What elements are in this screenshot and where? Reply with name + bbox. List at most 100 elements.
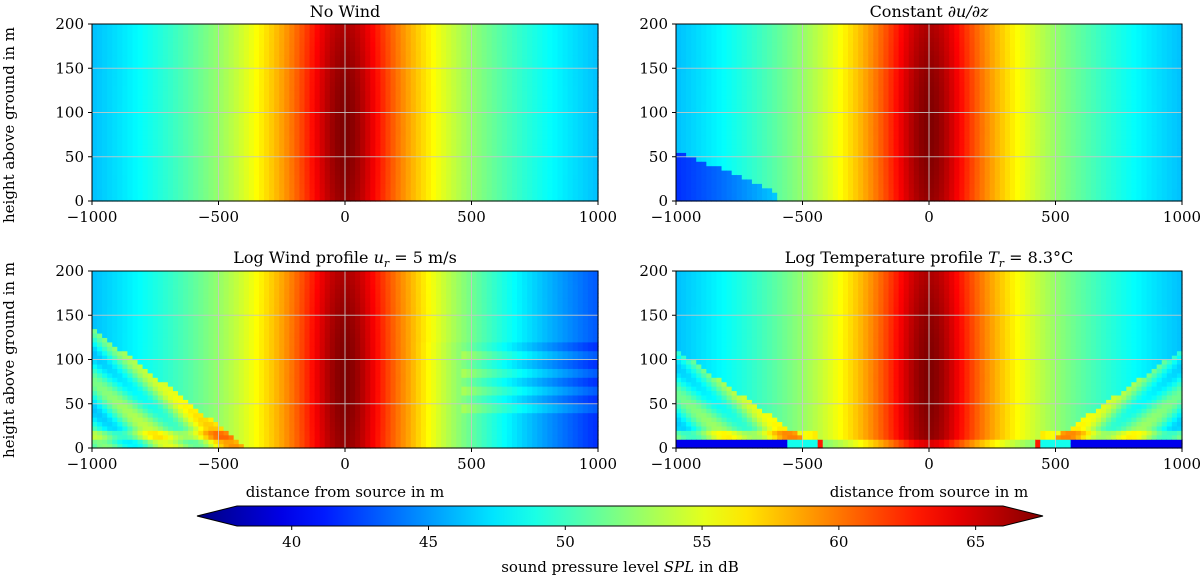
heatmap-cell bbox=[253, 161, 260, 167]
heatmap-cell bbox=[496, 165, 503, 171]
heatmap-cell bbox=[198, 63, 204, 69]
xtick-label: −1000 bbox=[67, 208, 118, 226]
heatmap-cell bbox=[451, 196, 457, 202]
heatmap-cell bbox=[405, 116, 412, 122]
heatmap-cell bbox=[112, 77, 118, 83]
heatmap-cell bbox=[711, 192, 718, 198]
heatmap-cell bbox=[696, 174, 702, 180]
heatmap-cell bbox=[188, 28, 194, 34]
heatmap-cell bbox=[491, 116, 498, 122]
heatmap-cell bbox=[208, 196, 215, 202]
heatmap-cell bbox=[736, 183, 743, 189]
heatmap-cell bbox=[228, 54, 235, 60]
heatmap-cell bbox=[767, 54, 773, 60]
heatmap-cell bbox=[253, 85, 260, 91]
heatmap-cell bbox=[751, 68, 758, 74]
heatmap-cell bbox=[681, 90, 687, 96]
heatmap-cell bbox=[496, 24, 503, 30]
heatmap-cell bbox=[731, 103, 738, 109]
heatmap-cell bbox=[238, 147, 245, 153]
heatmap-cell bbox=[233, 183, 240, 189]
heatmap-cell bbox=[711, 103, 718, 109]
heatmap-cell bbox=[517, 41, 523, 47]
heatmap-cell bbox=[365, 90, 371, 96]
heatmap-cell bbox=[741, 46, 748, 52]
heatmap-cell bbox=[334, 125, 341, 131]
heatmap-cell bbox=[476, 24, 483, 30]
heatmap-cell bbox=[552, 99, 559, 105]
heatmap-cell bbox=[496, 94, 503, 100]
heatmap-cell bbox=[112, 161, 118, 167]
heatmap-cell bbox=[592, 54, 599, 60]
heatmap-cell bbox=[162, 134, 169, 140]
heatmap-cell bbox=[476, 99, 483, 105]
heatmap-cell bbox=[486, 152, 493, 158]
heatmap-cell bbox=[198, 134, 204, 140]
heatmap-cell bbox=[582, 183, 589, 189]
heatmap-cell bbox=[552, 196, 559, 202]
heatmap-cell bbox=[127, 112, 134, 118]
heatmap-cell bbox=[562, 192, 569, 198]
heatmap-cell bbox=[253, 41, 260, 47]
heatmap-cell bbox=[127, 24, 134, 30]
heatmap-cell bbox=[721, 28, 728, 34]
heatmap-cell bbox=[375, 165, 382, 171]
heatmap-cell bbox=[456, 125, 462, 131]
heatmap-cell bbox=[726, 170, 733, 176]
heatmap-cell bbox=[178, 178, 184, 184]
heatmap-cell bbox=[436, 94, 442, 100]
heatmap-cell bbox=[782, 170, 788, 176]
heatmap-cell bbox=[167, 147, 174, 153]
heatmap-cell bbox=[506, 81, 513, 87]
heatmap-cell bbox=[431, 103, 437, 109]
heatmap-cell bbox=[572, 37, 579, 43]
heatmap-cell bbox=[279, 112, 285, 118]
heatmap-cell bbox=[92, 196, 98, 202]
heatmap-cell bbox=[415, 165, 422, 171]
heatmap-cell bbox=[405, 147, 412, 153]
heatmap-cell bbox=[253, 63, 260, 69]
heatmap-cell bbox=[218, 165, 225, 171]
heatmap-cell bbox=[137, 24, 144, 30]
heatmap-cell bbox=[522, 28, 528, 34]
heatmap-cell bbox=[198, 85, 204, 91]
heatmap-cell bbox=[152, 121, 159, 127]
heatmap-cell bbox=[92, 50, 98, 56]
heatmap-cell bbox=[152, 183, 159, 189]
heatmap-cell bbox=[572, 59, 579, 65]
heatmap-cell bbox=[243, 130, 250, 136]
heatmap-cell bbox=[193, 72, 199, 78]
heatmap-cell bbox=[370, 170, 376, 176]
heatmap-cell bbox=[375, 192, 382, 198]
heatmap-cell bbox=[691, 143, 697, 149]
heatmap-cell bbox=[567, 32, 574, 38]
heatmap-cell bbox=[92, 103, 98, 109]
heatmap-cell bbox=[491, 121, 498, 127]
heatmap-cell bbox=[691, 116, 697, 122]
heatmap-cell bbox=[517, 77, 523, 83]
heatmap-cell bbox=[208, 50, 215, 56]
heatmap-cell bbox=[299, 130, 306, 136]
heatmap-cell bbox=[334, 134, 341, 140]
heatmap-cell bbox=[269, 94, 275, 100]
heatmap-cell bbox=[517, 161, 523, 167]
heatmap-cell bbox=[441, 116, 447, 122]
heatmap-cell bbox=[355, 81, 361, 87]
heatmap-cell bbox=[294, 161, 301, 167]
heatmap-cell bbox=[792, 156, 799, 162]
heatmap-cell bbox=[446, 147, 452, 153]
heatmap-cell bbox=[223, 152, 230, 158]
heatmap-cell bbox=[405, 143, 412, 149]
heatmap-cell bbox=[147, 103, 154, 109]
heatmap-cell bbox=[741, 54, 748, 60]
heatmap-cell bbox=[334, 103, 341, 109]
heatmap-cell bbox=[334, 116, 341, 122]
heatmap-cell bbox=[142, 81, 149, 87]
heatmap-cell bbox=[511, 32, 518, 38]
heatmap-cell bbox=[102, 165, 108, 171]
heatmap-cell bbox=[243, 116, 250, 122]
heatmap-cell bbox=[334, 161, 341, 167]
heatmap-cell bbox=[345, 68, 351, 74]
heatmap-cell bbox=[390, 90, 397, 96]
heatmap-cell bbox=[112, 37, 118, 43]
